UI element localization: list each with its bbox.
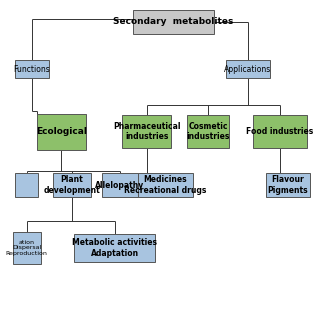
FancyBboxPatch shape [53,173,91,197]
FancyBboxPatch shape [37,114,86,150]
FancyBboxPatch shape [266,173,310,197]
Text: Food industries: Food industries [246,127,314,136]
Text: Flavour
Pigments: Flavour Pigments [268,175,308,195]
FancyBboxPatch shape [138,173,193,197]
FancyBboxPatch shape [15,173,38,197]
Text: Medicines
Recreational drugs: Medicines Recreational drugs [124,175,206,195]
Text: Metabolic activities
Adaptation: Metabolic activities Adaptation [72,238,157,258]
FancyBboxPatch shape [133,10,214,34]
FancyBboxPatch shape [188,116,228,148]
FancyBboxPatch shape [122,116,171,148]
Text: Plant
development: Plant development [44,175,100,195]
FancyBboxPatch shape [226,60,270,78]
FancyBboxPatch shape [74,234,155,262]
FancyBboxPatch shape [13,232,41,264]
Text: Pharmaceutical
industries: Pharmaceutical industries [113,122,180,141]
FancyBboxPatch shape [15,60,49,78]
FancyBboxPatch shape [253,116,307,148]
Text: Ecological: Ecological [36,127,87,136]
FancyBboxPatch shape [102,173,138,197]
Text: Secondary  metabolites: Secondary metabolites [113,18,234,27]
Text: Cosmetic
industries: Cosmetic industries [186,122,230,141]
Text: ation
Dispersal
Reproduction: ation Dispersal Reproduction [6,240,48,256]
Text: Allelopathy: Allelopathy [95,180,145,189]
Text: Functions: Functions [14,65,50,74]
Text: Applications: Applications [224,65,272,74]
